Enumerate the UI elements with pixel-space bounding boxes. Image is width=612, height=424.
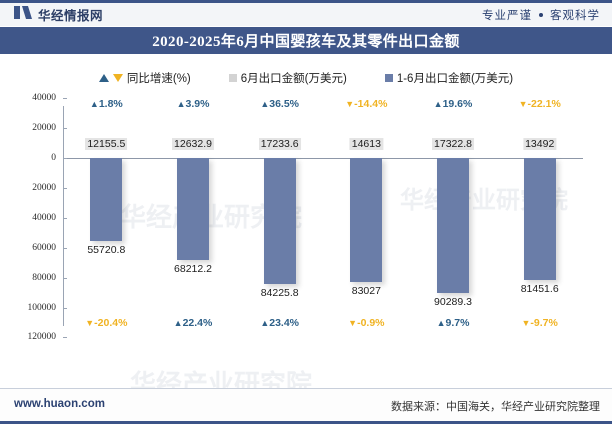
y-axis-tick: 80000 xyxy=(0,273,67,283)
growth-label-june: ▲1.8% xyxy=(89,98,123,110)
bar-group[interactable]: ▼-22.1% 13492 81451.6 ▼-9.7% xyxy=(496,92,583,342)
y-axis-tick: 40000 xyxy=(0,93,67,103)
site-header: 华经情报网 专业严谨 客观科学 xyxy=(0,0,612,26)
bar-group[interactable]: ▲19.6% 17322.8 90289.3 ▲9.7% xyxy=(410,92,497,342)
legend-label-cumulative: 1-6月出口金额(万美元) xyxy=(396,73,514,85)
triangle-up-icon: ▲ xyxy=(436,318,446,328)
triangle-up-icon: ▲ xyxy=(173,318,183,328)
swatch-blue-icon xyxy=(384,74,393,82)
tagline-right: 客观科学 xyxy=(550,9,600,22)
tagline: 专业严谨 客观科学 xyxy=(482,7,600,23)
growth-label-cumulative: ▼-20.4% xyxy=(85,317,128,329)
chart-legend: 同比增速(%) 6月出口金额(万美元) 1-6月出口金额(万美元) xyxy=(0,66,612,90)
growth-label-june: ▲3.9% xyxy=(176,98,210,110)
legend-item-june[interactable]: 6月出口金额(万美元) xyxy=(228,70,347,86)
value-label-june: 12632.9 xyxy=(172,138,214,150)
triangle-up-icon: ▲ xyxy=(260,99,270,109)
value-label-cumulative: 90289.3 xyxy=(434,296,472,308)
swatch-gray-icon xyxy=(228,74,237,82)
value-label-june: 14613 xyxy=(349,138,383,150)
chart-title-band: 2020-2025年6月中国婴孩车及其零件出口金额 xyxy=(0,27,612,54)
y-axis xyxy=(63,106,64,326)
bar-cumulative[interactable] xyxy=(90,158,123,242)
tagline-left: 专业严谨 xyxy=(482,9,532,22)
triangle-up-icon xyxy=(98,74,109,82)
y-axis-tick: 20000 xyxy=(0,183,67,193)
value-label-cumulative: 83027 xyxy=(351,285,381,298)
bar-group[interactable]: ▲36.5% 17233.6 84225.8 ▲23.4% xyxy=(236,92,323,342)
y-axis-tick: 60000 xyxy=(0,243,67,253)
triangle-up-icon: ▲ xyxy=(260,318,270,328)
triangle-up-icon: ▲ xyxy=(89,99,99,109)
bar-cumulative[interactable] xyxy=(177,158,209,260)
triangle-down-icon: ▼ xyxy=(518,99,528,109)
value-label-june: 13492 xyxy=(523,138,557,150)
y-axis-tick: 100000 xyxy=(0,303,67,313)
bar-series-container: ▲1.8% 12155.5 55720.8 ▼-20.4% ▲3.9% 12632.9 68… xyxy=(63,92,583,342)
page-footer: www.huaon.com 数据来源：中国海关，华经产业研究院整理 xyxy=(0,388,612,424)
triangle-down-icon: ▼ xyxy=(521,318,531,328)
growth-label-june: ▼-14.4% xyxy=(345,98,388,110)
triangle-down-icon: ▼ xyxy=(348,318,358,328)
triangle-up-icon: ▲ xyxy=(176,99,186,109)
footer-divider xyxy=(0,388,612,389)
bar-group[interactable]: ▼-14.4% 14613 83027 ▼-0.9% xyxy=(323,92,410,342)
legend-label-june: 6月出口金额(万美元) xyxy=(240,73,347,85)
legend-label-growth: 同比增速(%) xyxy=(126,73,191,85)
brand-name: 华经情报网 xyxy=(38,9,104,23)
y-axis-tick: 40000 xyxy=(0,213,67,223)
bar-group[interactable]: ▲1.8% 12155.5 55720.8 ▼-20.4% xyxy=(63,92,150,342)
triangle-down-icon: ▼ xyxy=(345,99,355,109)
growth-label-cumulative: ▼-9.7% xyxy=(521,317,558,329)
plot-area: 华经产业研究院 华经产业研究院 华经产业研究院 40000 20000 0 20000… xyxy=(0,92,612,399)
growth-label-june: ▲19.6% xyxy=(433,98,473,110)
y-axis-tick: 0 xyxy=(0,153,67,163)
footer-site[interactable]: www.huaon.com xyxy=(14,398,105,410)
legend-item-cumulative[interactable]: 1-6月出口金额(万美元) xyxy=(384,70,514,86)
y-axis-tick: 20000 xyxy=(0,123,67,133)
brand[interactable]: 华经情报网 xyxy=(14,5,103,24)
value-label-june: 17322.8 xyxy=(432,138,474,150)
growth-label-cumulative: ▲23.4% xyxy=(260,317,300,329)
value-label-cumulative: 55720.8 xyxy=(87,244,126,257)
growth-label-june: ▼-22.1% xyxy=(518,98,561,110)
zero-baseline xyxy=(63,158,583,159)
growth-label-cumulative: ▼-0.9% xyxy=(348,317,385,329)
triangle-up-icon: ▲ xyxy=(433,99,443,109)
footer-source: 数据来源：中国海关，华经产业研究院整理 xyxy=(391,401,600,413)
triangle-down-icon xyxy=(112,74,123,82)
growth-label-cumulative: ▲9.7% xyxy=(436,317,470,329)
y-axis-tick: 120000 xyxy=(0,332,67,342)
bar-cumulative[interactable] xyxy=(350,158,383,283)
value-label-cumulative: 81451.6 xyxy=(520,282,559,295)
bar-cumulative[interactable] xyxy=(263,158,296,284)
value-label-june: 12155.5 xyxy=(85,138,128,150)
page-title: 2020-2025年6月中国婴孩车及其零件出口金额 xyxy=(152,34,460,50)
bar-group[interactable]: ▲3.9% 12632.9 68212.2 ▲22.4% xyxy=(150,92,237,342)
value-label-cumulative: 84225.8 xyxy=(260,286,299,299)
triangle-down-icon: ▼ xyxy=(85,318,95,328)
bar-cumulative[interactable] xyxy=(437,158,470,293)
growth-label-cumulative: ▲22.4% xyxy=(173,317,213,329)
huaon-logo-icon xyxy=(14,5,32,24)
legend-item-growth[interactable]: 同比增速(%) xyxy=(98,70,191,86)
bar-cumulative[interactable] xyxy=(523,158,556,280)
value-label-june: 17233.6 xyxy=(258,138,301,150)
growth-label-june: ▲36.5% xyxy=(260,98,300,110)
value-label-cumulative: 68212.2 xyxy=(174,262,212,275)
dot-icon xyxy=(539,12,543,17)
